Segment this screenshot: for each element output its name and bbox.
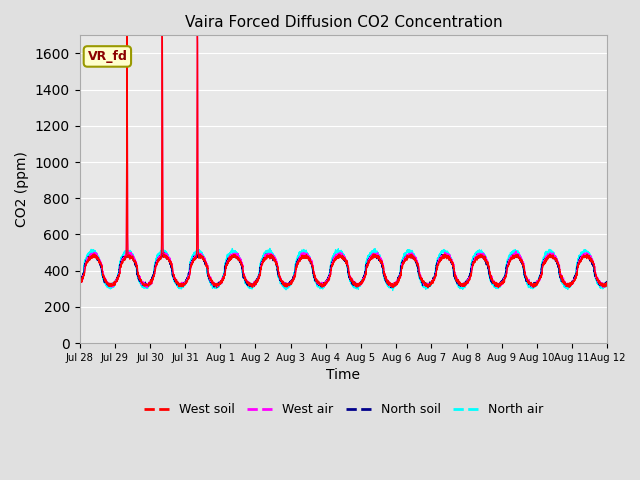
Title: Vaira Forced Diffusion CO2 Concentration: Vaira Forced Diffusion CO2 Concentration bbox=[184, 15, 502, 30]
X-axis label: Time: Time bbox=[326, 368, 360, 382]
Legend: West soil, West air, North soil, North air: West soil, West air, North soil, North a… bbox=[138, 398, 548, 421]
Text: VR_fd: VR_fd bbox=[88, 50, 127, 63]
Y-axis label: CO2 (ppm): CO2 (ppm) bbox=[15, 151, 29, 227]
